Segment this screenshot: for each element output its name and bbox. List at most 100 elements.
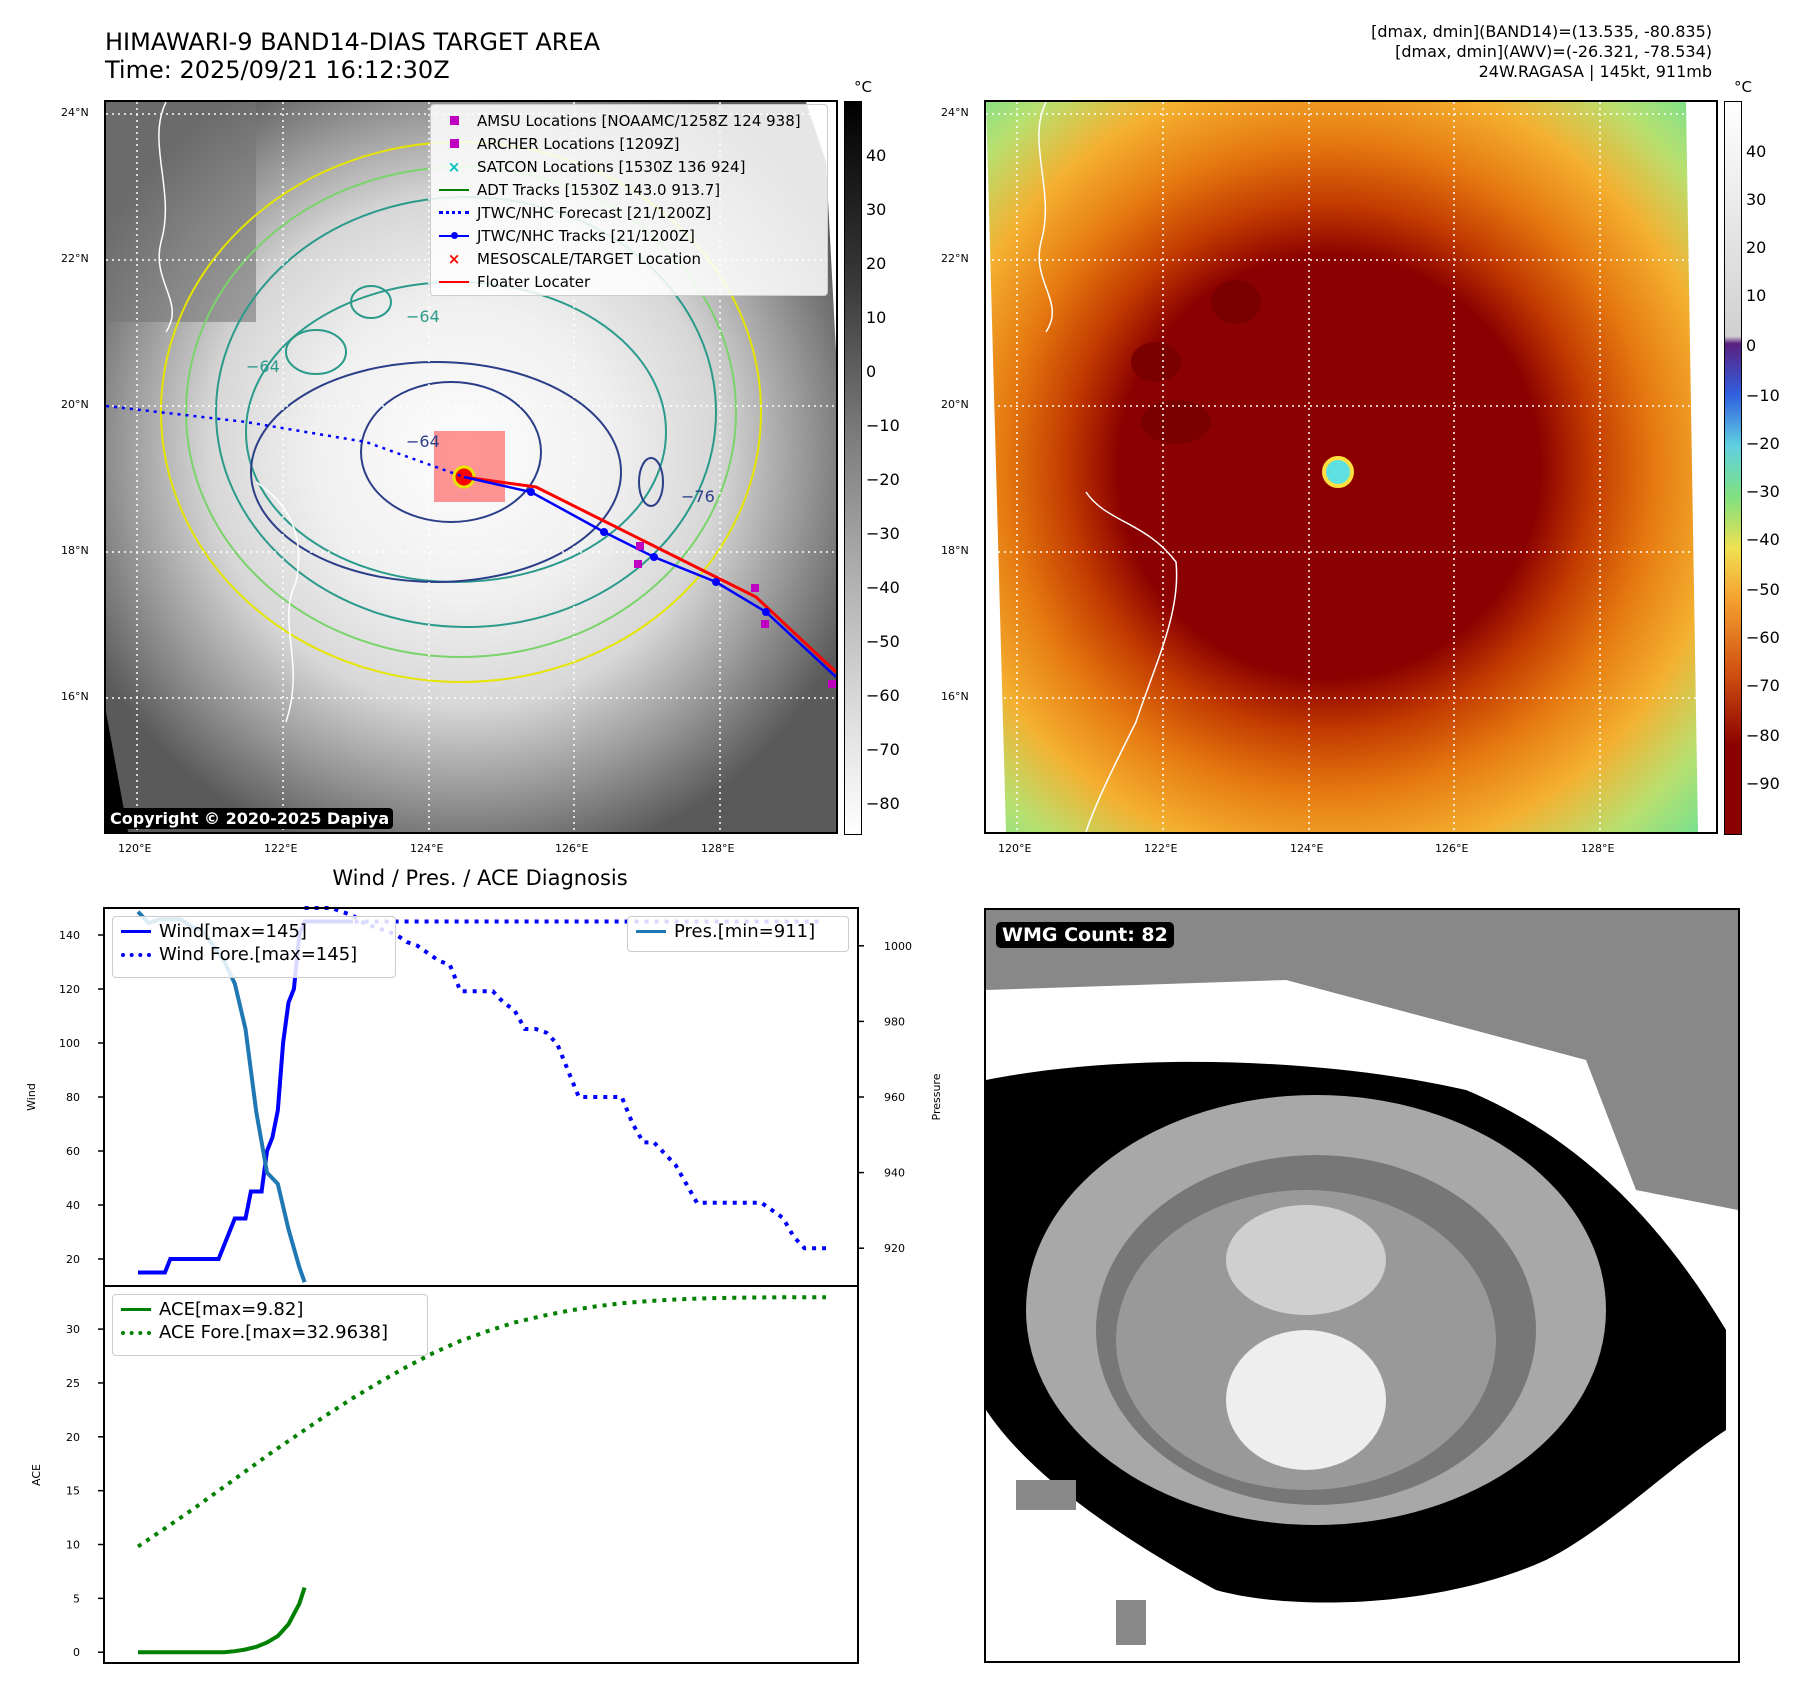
wind-tick-label: 80 <box>66 1091 80 1104</box>
colorbar-tick: −70 <box>866 740 900 759</box>
line-icon <box>439 280 469 283</box>
line-icon <box>439 188 469 191</box>
legend-item-wind-fore: Wind Fore.[max=145] <box>121 943 387 966</box>
legend-item-ace: ACE[max=9.82] <box>121 1298 419 1321</box>
lon-label: 124°E <box>410 842 444 855</box>
colorbar-tick: −60 <box>866 686 900 705</box>
line-icon <box>636 930 666 933</box>
colorbar-tick: 20 <box>1746 238 1767 257</box>
colorbar-tick: 10 <box>866 308 887 327</box>
lon-label: 128°E <box>701 842 735 855</box>
colorbar-tick: −90 <box>1746 774 1780 793</box>
colorbar-tick: −50 <box>1746 580 1780 599</box>
lat-label: 22°N <box>941 252 969 265</box>
ace-tick-label: 25 <box>66 1377 80 1390</box>
lat-label: 16°N <box>61 690 89 703</box>
stats-awv: [dmax, dmin](AWV)=(-26.321, -78.534) <box>1395 42 1712 61</box>
colorbar-tick: 40 <box>1746 142 1767 161</box>
wind-tick-label: 20 <box>66 1253 80 1266</box>
colorbar-tick: −10 <box>866 416 900 435</box>
legend-item-mesoscale: × MESOSCALE/TARGET Location <box>439 247 819 270</box>
ir-colorbar <box>844 101 862 835</box>
lat-label: 24°N <box>61 106 89 119</box>
forecast-track <box>106 404 465 479</box>
ace-tick-label: 5 <box>73 1592 80 1605</box>
target-box <box>434 431 505 502</box>
ace-legend: ACE[max=9.82] ACE Fore.[max=32.9638] <box>112 1294 428 1356</box>
ace-tick-label: 20 <box>66 1431 80 1444</box>
figure-time: Time: 2025/09/21 16:12:30Z <box>105 56 450 84</box>
colorbar-tick: 0 <box>1746 336 1757 355</box>
pressure-tick-label: 960 <box>884 1091 905 1104</box>
wmg-count-badge: WMG Count: 82 <box>996 922 1174 948</box>
wind-tick-label: 60 <box>66 1145 80 1158</box>
stats-band14: [dmax, dmin](BAND14)=(13.535, -80.835) <box>1371 22 1712 41</box>
pressure-legend: Pres.[min=911] <box>627 916 849 952</box>
wind-tick-label: 100 <box>59 1037 80 1050</box>
lat-label: 20°N <box>61 398 89 411</box>
colorbar-tick: −80 <box>1746 726 1780 745</box>
colorbar-tick: 10 <box>1746 286 1767 305</box>
lat-label: 24°N <box>941 106 969 119</box>
legend-item-satcon: × SATCON Locations [1530Z 136 924] <box>439 155 819 178</box>
legend-item-ace-fore: ACE Fore.[max=32.9638] <box>121 1321 419 1344</box>
legend-item-amsu: AMSU Locations [NOAAMC/1258Z 124 938] <box>439 109 819 132</box>
colorbar-tick: −10 <box>1746 386 1780 405</box>
lon-label: 124°E <box>1290 842 1324 855</box>
contour-label: −76 <box>681 487 715 506</box>
series-line-ace-0 <box>138 1586 307 1655</box>
diagnosis-chart: 20 40 60 80 100 120 140 920 940 960 980 1000 0 5 10 15… <box>25 906 943 1664</box>
pressure-tick-label: 980 <box>884 1015 905 1028</box>
ace-tick-label: 15 <box>66 1485 80 1498</box>
wind-tick-label: 40 <box>66 1199 80 1212</box>
contour-label: −64 <box>406 307 440 326</box>
colorbar-tick: −20 <box>1746 434 1780 453</box>
colorbar-tick: −40 <box>1746 530 1780 549</box>
ace-axis-label: ACE <box>30 1464 43 1486</box>
legend-item-floater: Floater Locater <box>439 270 819 293</box>
copyright-badge: Copyright © 2020-2025 Dapiya <box>106 808 394 829</box>
map-legend: AMSU Locations [NOAAMC/1258Z 124 938] AR… <box>430 104 828 296</box>
enhanced-colorbar <box>1724 101 1742 835</box>
x-marker-icon: × <box>447 157 461 176</box>
square-marker-icon <box>449 139 459 148</box>
legend-item-wind: Wind[max=145] <box>121 920 387 943</box>
lon-label: 122°E <box>264 842 298 855</box>
line-icon <box>121 930 151 933</box>
colorbar-tick: −40 <box>866 578 900 597</box>
wind-tick-label: 140 <box>59 929 80 942</box>
colorbar-tick: 0 <box>866 362 877 381</box>
lat-label: 22°N <box>61 252 89 265</box>
colorbar-tick: −60 <box>1746 628 1780 647</box>
wind-legend: Wind[max=145] Wind Fore.[max=145] <box>112 916 396 978</box>
lon-label: 126°E <box>1435 842 1469 855</box>
colorbar-tick: −30 <box>1746 482 1780 501</box>
ace-tick-label: 30 <box>66 1323 80 1336</box>
colorbar-tick: −80 <box>866 794 900 813</box>
figure-title: HIMAWARI-9 BAND14-DIAS TARGET AREA <box>105 28 601 56</box>
line-icon <box>121 1308 151 1311</box>
diagnosis-title: Wind / Pres. / ACE Diagnosis <box>332 866 628 890</box>
wmg-panel <box>984 908 1740 1663</box>
contour-label: −64 <box>406 432 440 451</box>
legend-item-adt: ADT Tracks [1530Z 143.0 913.7] <box>439 178 819 201</box>
map-grid <box>986 102 1716 832</box>
pressure-axis-label: Pressure <box>930 1073 943 1120</box>
wind-tick-label: 120 <box>59 983 80 996</box>
enhanced-ir-map-image <box>986 102 1716 832</box>
dotted-line-icon <box>121 952 151 957</box>
contour-label: −64 <box>246 357 280 376</box>
square-marker-icon <box>449 116 459 125</box>
colorbar-tick: 30 <box>1746 190 1767 209</box>
lon-label: 122°E <box>1144 842 1178 855</box>
colorbar-tick: −50 <box>866 632 900 651</box>
ace-plot-frame <box>103 1285 859 1664</box>
colorbar-tick: 40 <box>866 146 887 165</box>
ace-tick-label: 0 <box>73 1646 80 1659</box>
lon-label: 128°E <box>1581 842 1615 855</box>
pressure-tick-label: 940 <box>884 1167 905 1180</box>
lon-label: 120°E <box>998 842 1032 855</box>
colorbar-unit: °C <box>854 78 872 96</box>
dotted-line-icon <box>121 1330 151 1335</box>
lat-label: 18°N <box>941 544 969 557</box>
